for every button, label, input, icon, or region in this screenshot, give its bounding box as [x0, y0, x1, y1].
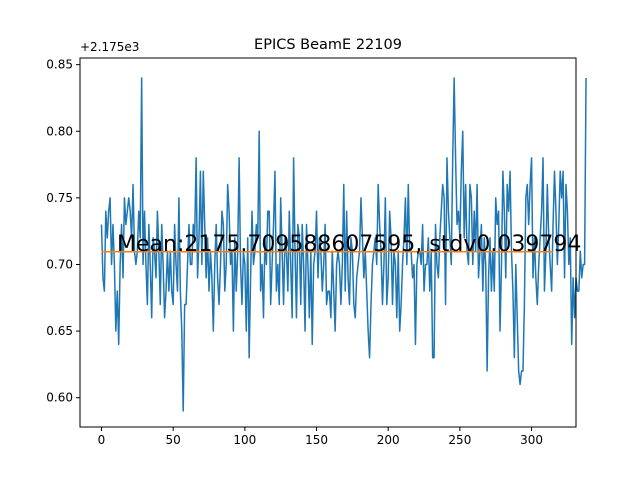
x-tick-label: 200	[377, 433, 400, 447]
x-tick-label: 250	[448, 433, 471, 447]
x-tick-label: 300	[520, 433, 543, 447]
x-tick-label: 100	[233, 433, 256, 447]
y-tick-label: 0.80	[46, 124, 73, 138]
x-tick-label: 150	[305, 433, 328, 447]
y-tick-label: 0.75	[46, 191, 73, 205]
y-tick-label: 0.65	[46, 324, 73, 338]
x-tick-label: 0	[98, 433, 106, 447]
x-tick-label: 50	[166, 433, 181, 447]
chart-title: EPICS BeamE 22109	[254, 37, 402, 53]
y-tick-label: 0.70	[46, 257, 73, 271]
plot-frame	[79, 57, 577, 428]
x-axis: 0 50 100 150 200 250 300	[98, 427, 543, 447]
y-axis: 0.60 0.65 0.70 0.75 0.80 0.85	[46, 58, 80, 405]
axis-offset-label: +2.175e3	[80, 40, 139, 54]
y-tick-label: 0.85	[46, 58, 73, 72]
y-tick-label: 0.60	[46, 391, 73, 405]
series-line-beam-energy	[100, 77, 587, 412]
stats-annotation: Mean:2175.709588607595, stdv0.039794	[117, 232, 581, 257]
plot-area	[100, 77, 587, 412]
